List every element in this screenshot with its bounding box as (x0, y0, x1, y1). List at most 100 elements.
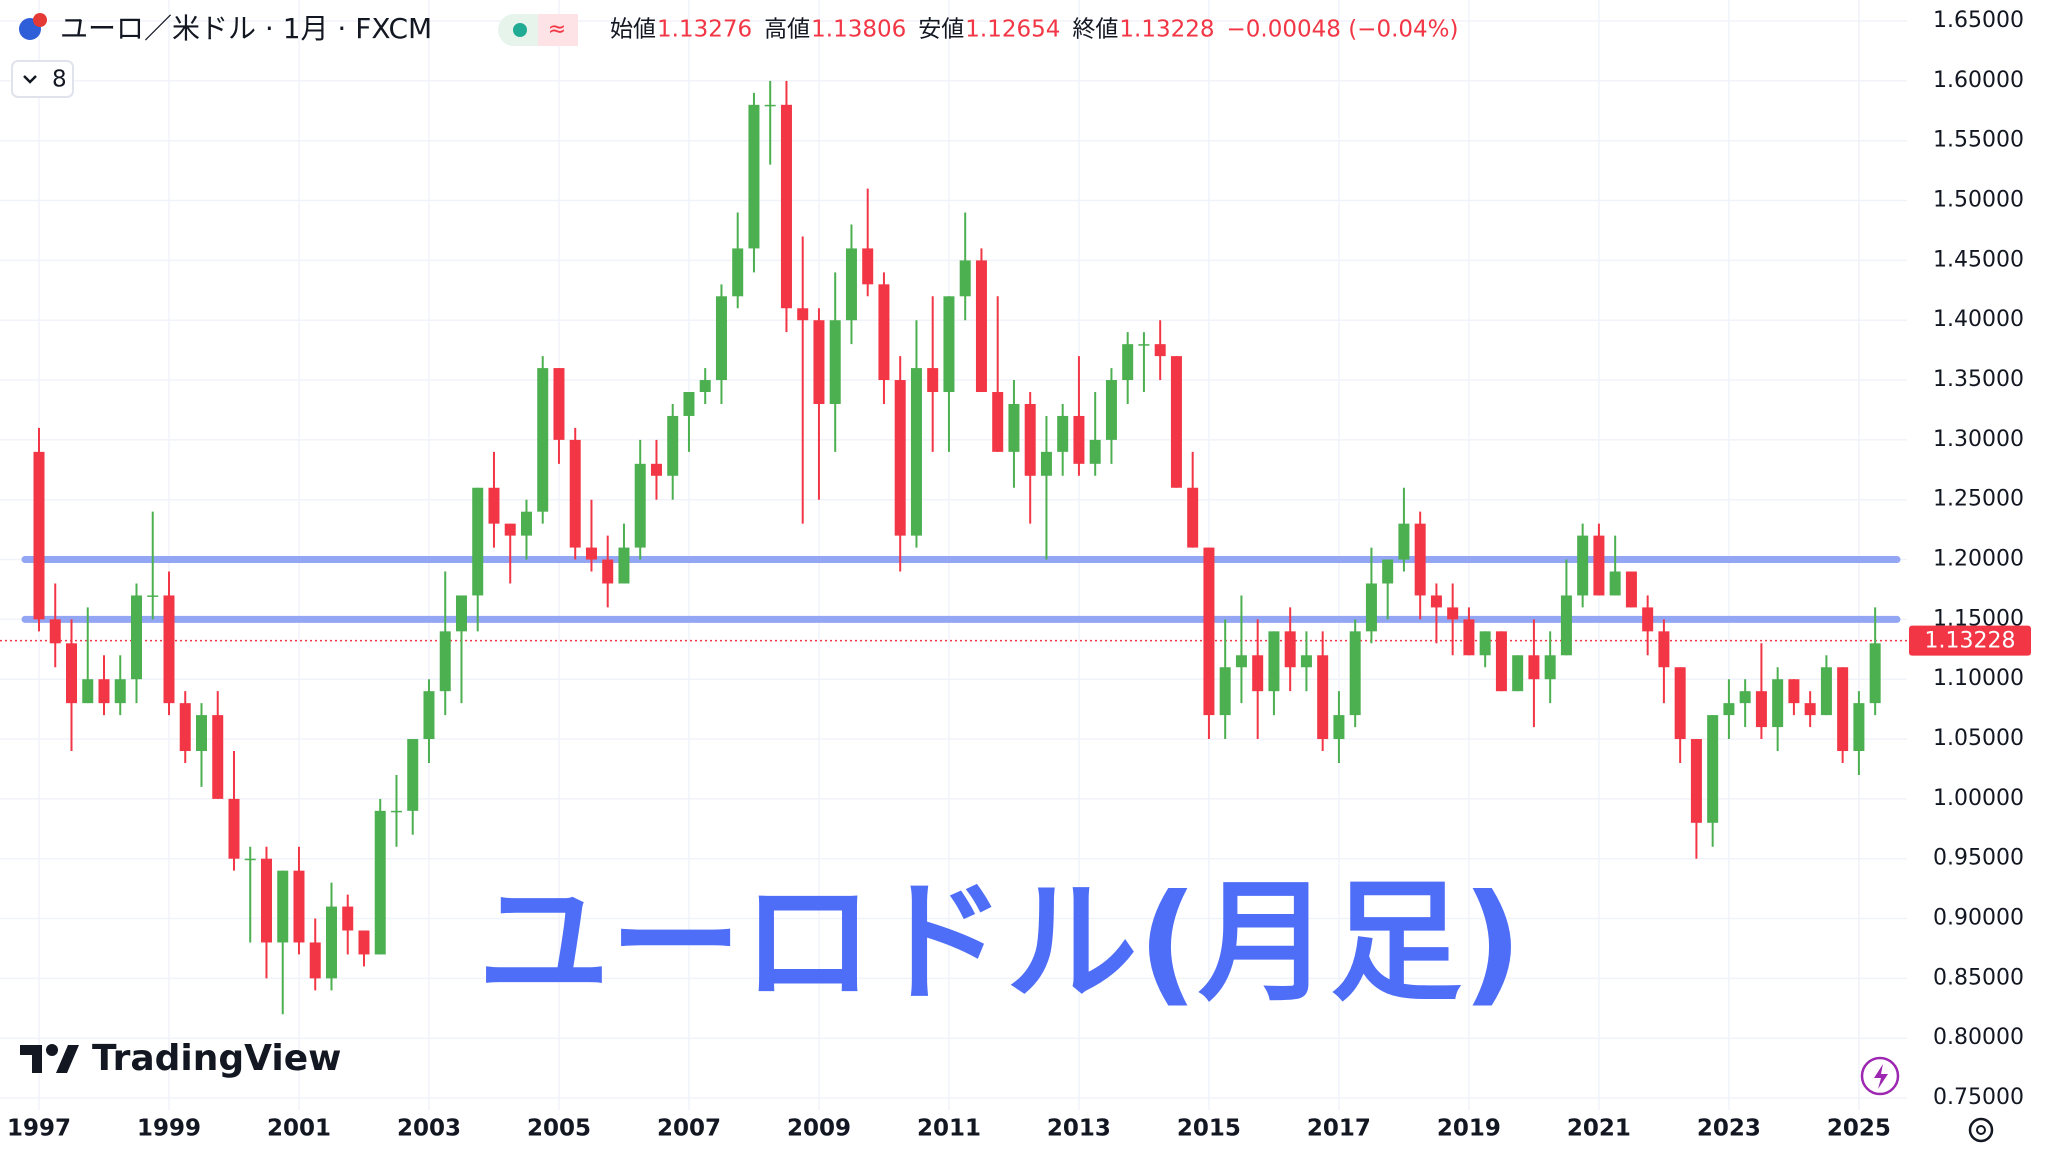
candle-body (1544, 655, 1556, 680)
candle-body (82, 679, 94, 704)
candle-body (618, 547, 630, 584)
status-icon: ≈ (548, 17, 566, 42)
candle-body (325, 906, 337, 979)
candle-body (33, 451, 45, 620)
candle-body (342, 906, 354, 931)
candle-body (894, 380, 906, 536)
candle-body (667, 415, 679, 476)
settings-button[interactable] (1968, 1117, 1994, 1143)
ohlc-value: 1.12654 (965, 17, 1060, 43)
candle-body (1333, 715, 1345, 740)
candle-body (439, 631, 451, 692)
candle-body (1105, 380, 1117, 440)
candle-body (829, 320, 841, 404)
candle-body (1300, 655, 1312, 668)
ohlc-value: 1.13228 (1119, 17, 1214, 43)
logo-mark (46, 1044, 58, 1056)
candle-body (1447, 607, 1459, 620)
ohlc-value: 1.13276 (657, 17, 752, 43)
y-tick-label: 1.05000 (1933, 726, 2024, 751)
candle-body (1317, 655, 1329, 740)
y-tick-label: 0.95000 (1933, 846, 2024, 871)
status-dot (513, 23, 527, 37)
candle-body (98, 679, 110, 704)
candle-body (1577, 535, 1589, 596)
y-tick-label: 1.20000 (1933, 547, 2024, 572)
candle-body (1349, 631, 1361, 716)
candle-body (407, 739, 419, 811)
candle-body (1268, 631, 1280, 692)
candle-body (1837, 667, 1849, 752)
candle-body (1057, 415, 1069, 452)
watermark: ユーロドル(月足) (478, 866, 1523, 1020)
y-tick-label: 1.25000 (1933, 487, 2024, 512)
ohlc-label: 高値 (764, 17, 810, 43)
candle-body (1040, 451, 1052, 476)
candle-body (504, 523, 516, 536)
y-tick-label: 1.60000 (1933, 68, 2024, 93)
ohlc-label: 始値 (610, 17, 656, 43)
lightning-button[interactable] (1860, 1056, 1900, 1096)
y-tick-label: 1.35000 (1933, 367, 2024, 392)
y-tick-label: 0.90000 (1933, 906, 2024, 931)
ohlc-label: 安値 (918, 17, 964, 43)
candle-body (488, 487, 500, 524)
candle-body (114, 679, 126, 704)
y-tick-label: 1.50000 (1933, 188, 2024, 213)
candle-body (228, 798, 240, 859)
candle-body (212, 715, 224, 799)
candle-body (1122, 344, 1134, 381)
candle-body (797, 308, 809, 321)
brand-name: TradingView (92, 1038, 341, 1079)
x-tick-label: 2001 (267, 1116, 331, 1142)
x-tick-label: 2011 (917, 1116, 981, 1142)
x-tick-label: 1999 (137, 1116, 201, 1142)
candle-body (1528, 655, 1540, 680)
candle-body (1479, 631, 1491, 656)
logo-mark (56, 1045, 79, 1073)
candle-body (1512, 655, 1524, 692)
candle-body (862, 248, 874, 285)
chart-title[interactable]: ユーロ／米ドル · 1月 · FXCM (60, 12, 432, 45)
candle-body (715, 296, 727, 381)
candle-layer (33, 80, 1881, 1015)
candle-body (845, 248, 857, 321)
candle-body (1869, 643, 1881, 704)
candle-body (65, 643, 77, 704)
y-tick-label: 1.55000 (1933, 128, 2024, 153)
y-tick-label: 1.45000 (1933, 247, 2024, 272)
candle-body (1170, 356, 1182, 488)
interval-label: 8 (52, 67, 67, 93)
candle-body (1739, 691, 1751, 704)
candle-body (1235, 655, 1247, 668)
candle-body (1560, 595, 1572, 656)
candle-body (683, 392, 695, 416)
candle-body (374, 810, 386, 955)
candle-body (813, 320, 825, 404)
candle-body (1723, 703, 1735, 716)
candle-body (1382, 559, 1394, 584)
candle-body (309, 942, 321, 979)
logo-mark (20, 1045, 42, 1073)
candle-body (49, 619, 61, 644)
candle-body (1788, 679, 1800, 704)
x-tick-label: 1997 (7, 1116, 71, 1142)
candle-body (358, 930, 370, 955)
candle-body (927, 368, 939, 393)
lightning-icon (1874, 1064, 1888, 1089)
candle-body (650, 463, 662, 476)
candle-body (1755, 691, 1767, 728)
candle-body (553, 368, 565, 440)
candle-body (1642, 607, 1654, 632)
candle-body (1593, 535, 1605, 596)
candle-body (1430, 595, 1442, 608)
candle-body (1154, 344, 1166, 357)
candle-body (293, 870, 305, 943)
brand-logo: TradingView (20, 1038, 341, 1079)
candle-body (537, 368, 549, 512)
interval-button[interactable] (11, 60, 74, 98)
candle-body (1024, 403, 1036, 476)
x-tick-label: 2023 (1697, 1116, 1761, 1142)
candle-body (1073, 415, 1085, 464)
change-value: −0.00048 (−0.04%) (1227, 17, 1459, 43)
